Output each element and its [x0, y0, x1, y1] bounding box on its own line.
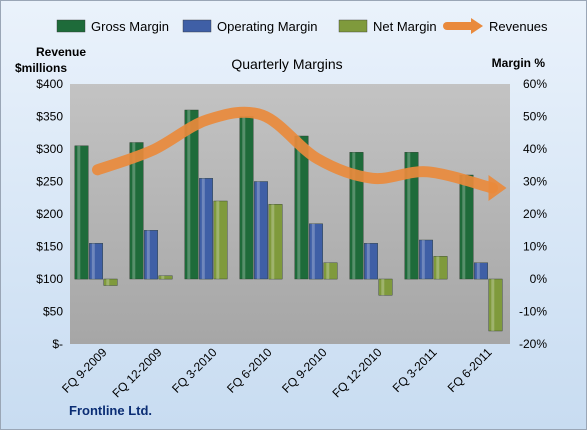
bar-net-margin	[213, 200, 228, 280]
right-tick-label: 0%	[530, 272, 548, 286]
bars	[74, 109, 503, 332]
x-tick-label: FQ 9-2010	[279, 345, 330, 396]
legend-label: Revenues	[489, 19, 548, 34]
bar-highlight	[297, 136, 301, 279]
bar-highlight	[462, 175, 466, 279]
bar-highlight	[132, 142, 136, 279]
legend-label: Operating Margin	[217, 19, 317, 34]
left-tick-label: $250	[36, 175, 63, 189]
bar-highlight	[146, 230, 150, 280]
bar-operating-margin	[309, 223, 323, 280]
bar-gross-margin	[459, 174, 474, 280]
left-axis-label-line1: Revenue	[36, 45, 86, 59]
bar-highlight	[256, 181, 260, 279]
bar-operating-margin	[474, 262, 488, 280]
bar-highlight	[436, 256, 440, 280]
bar-highlight	[476, 262, 480, 280]
company-label: Frontline Ltd.	[69, 403, 152, 418]
bar-highlight	[216, 201, 220, 279]
legend-swatch-gross-margin	[56, 19, 86, 33]
bar-highlight	[407, 152, 411, 280]
bar-net-margin	[488, 278, 503, 332]
right-tick-label: 30%	[523, 175, 547, 189]
legend-swatch-net-margin	[338, 19, 368, 33]
x-tick-label: FQ 6-2010	[224, 345, 275, 396]
bar-gross-margin	[349, 152, 364, 280]
bar-net-margin	[158, 275, 173, 280]
right-tick-label: 40%	[523, 142, 547, 156]
bar-operating-margin	[89, 243, 104, 280]
bar-net-margin	[378, 278, 393, 296]
bar-highlight	[242, 116, 246, 279]
bar-operating-margin	[364, 243, 378, 280]
bar-highlight	[326, 262, 330, 280]
x-tick-label: FQ 3-2010	[169, 345, 220, 396]
chart-title: Quarterly Margins	[231, 56, 342, 72]
bar-highlight	[366, 243, 370, 280]
left-tick-label: $150	[36, 240, 63, 254]
right-tick-label: -10%	[519, 305, 547, 319]
bar-gross-margin	[184, 109, 199, 280]
bar-net-margin	[323, 262, 338, 280]
bar-gross-margin	[74, 145, 89, 280]
x-axis-ticks: FQ 9-2009 FQ 12-2009 FQ 3-2010 FQ 6-2010 FQ …	[59, 345, 495, 400]
bar-gross-margin	[129, 142, 144, 280]
bar-operating-margin	[254, 181, 269, 280]
bar-highlight	[352, 152, 356, 280]
right-tick-label: 10%	[523, 240, 547, 254]
right-tick-label: 60%	[523, 77, 547, 91]
bar-highlight	[421, 240, 425, 279]
right-tick-label: 20%	[523, 207, 547, 221]
left-axis-ticks: $- $50 $100 $150 $200 $250 $300 $350 $400	[36, 77, 63, 351]
bar-highlight	[77, 145, 81, 280]
left-tick-label: $100	[36, 272, 63, 286]
left-tick-label: $300	[36, 142, 63, 156]
bar-highlight	[311, 223, 315, 280]
x-tick-label: FQ 6-2011	[445, 345, 495, 395]
revenue-line-group	[92, 106, 507, 201]
x-tick-label: FQ 9-2009	[59, 345, 110, 396]
left-tick-label: $50	[43, 305, 63, 319]
revenue-line	[92, 106, 498, 194]
right-axis-label: Margin %	[492, 56, 546, 70]
x-tick-label: FQ 12-2009	[109, 345, 164, 400]
left-axis-label-line2: $millions	[15, 61, 67, 75]
x-tick-label: FQ 3-2011	[390, 345, 440, 395]
bar-gross-margin	[239, 116, 254, 280]
legend-swatch-operating-margin	[182, 19, 212, 33]
right-tick-label: 50%	[523, 110, 547, 124]
legend-label: Net Margin	[373, 19, 437, 34]
left-tick-label: $200	[36, 207, 63, 221]
bar-highlight	[381, 279, 385, 296]
legend: Gross Margin Operating Margin Net Margin Re…	[56, 18, 548, 34]
legend-arrowhead	[471, 18, 483, 34]
bar-highlight	[187, 110, 191, 279]
bar-net-margin	[103, 278, 118, 286]
bar-operating-margin	[419, 239, 433, 280]
left-tick-label: $-	[52, 337, 63, 351]
left-tick-label: $400	[36, 77, 63, 91]
right-axis-ticks: -20% -10% 0% 10% 20% 30% 40% 50% 60%	[519, 77, 547, 351]
bar-highlight	[161, 275, 165, 280]
bar-net-margin	[433, 256, 448, 280]
bar-net-margin	[268, 204, 283, 280]
bar-gross-margin	[294, 135, 309, 280]
bar-highlight	[491, 279, 495, 331]
bar-highlight	[91, 243, 95, 280]
x-tick-label: FQ 12-2010	[329, 345, 384, 400]
bar-operating-margin	[144, 230, 159, 280]
bar-highlight	[271, 204, 275, 280]
legend-label: Gross Margin	[91, 19, 169, 34]
bar-gross-margin	[404, 152, 419, 280]
bar-highlight	[106, 279, 110, 286]
revenue-arrowhead	[488, 175, 507, 201]
right-tick-label: -20%	[519, 337, 547, 351]
bar-operating-margin	[199, 178, 214, 280]
left-tick-label: $350	[36, 110, 63, 124]
bar-highlight	[201, 178, 205, 280]
